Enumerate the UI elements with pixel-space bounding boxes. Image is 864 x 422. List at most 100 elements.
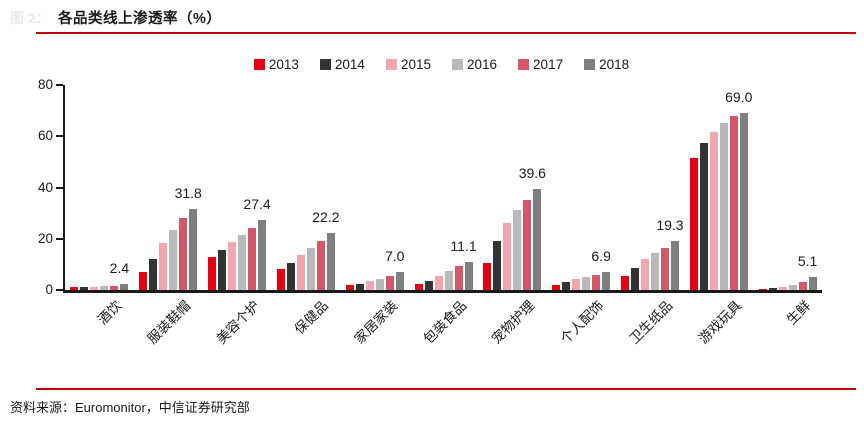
y-axis-tick (56, 84, 63, 86)
legend-swatch-icon (385, 59, 397, 70)
bar-group-1 (70, 283, 129, 290)
bar-2015 (640, 259, 649, 290)
bar-2013 (208, 256, 217, 290)
bar-2018 (464, 261, 473, 290)
bar-2014 (424, 280, 433, 290)
bar-group-2 (139, 208, 198, 290)
bar-2016 (306, 247, 315, 290)
bar-2013 (620, 275, 629, 290)
bar-2018 (258, 219, 267, 290)
bar-2017 (179, 217, 188, 290)
x-axis-label: 游戏玩具 (695, 297, 745, 347)
legend-swatch-icon (319, 59, 331, 70)
data-label: 6.9 (591, 248, 611, 265)
bar-2015 (90, 286, 99, 290)
legend-label: 2018 (599, 57, 630, 72)
bar-group-8 (552, 272, 611, 290)
x-axis-label: 服装鞋帽 (144, 297, 194, 347)
bar-2018 (120, 283, 129, 290)
x-axis-label: 个人配饰 (557, 297, 607, 347)
bar-2016 (375, 278, 384, 290)
bar-2013 (276, 269, 285, 290)
data-label: 39.6 (518, 164, 546, 181)
bar-group-11 (758, 276, 817, 290)
bar-2017 (316, 240, 325, 290)
bar-2015 (296, 255, 305, 290)
bar-2014 (699, 142, 708, 290)
x-axis-label: 美容个护 (213, 297, 263, 347)
data-label: 19.3 (656, 216, 684, 233)
legend-item-2015: 2015 (385, 57, 431, 72)
y-axis-tick-label: 0 (45, 282, 53, 297)
bar-2018 (670, 240, 679, 290)
bar-2015 (778, 286, 787, 290)
bar-2016 (719, 122, 728, 290)
bar-2014 (630, 268, 639, 290)
x-axis-label: 宠物护理 (488, 297, 538, 347)
bar-2015 (365, 281, 374, 290)
data-label: 22.2 (312, 209, 340, 226)
figure-title: 各品类线上渗透率（%） (58, 11, 222, 27)
bar-2017 (660, 247, 669, 290)
bar-2018 (739, 113, 748, 290)
data-label: 2.4 (109, 259, 130, 276)
bar-group-7 (483, 188, 542, 290)
bottom-divider (36, 388, 856, 390)
bar-2016 (582, 277, 591, 290)
top-divider (36, 32, 856, 34)
bar-2014 (355, 283, 364, 290)
bar-2014 (149, 259, 158, 290)
bar-2015 (572, 278, 581, 290)
bar-2013 (483, 263, 492, 290)
bar-2014 (493, 241, 502, 290)
y-axis-tick (56, 135, 63, 138)
figure-number-faded: 图 2： (10, 10, 50, 26)
chart-legend: 2013 2014 2015 2016 2017 2018 (63, 57, 820, 72)
bar-group-3 (208, 219, 267, 290)
data-label: 31.8 (174, 184, 202, 201)
bar-2018 (533, 188, 542, 290)
bar-2015 (503, 223, 512, 290)
bar-2014 (768, 287, 777, 290)
y-axis-tick-label: 40 (37, 179, 53, 195)
bar-2018 (326, 233, 335, 290)
x-axis-label: 酒饮 (95, 297, 125, 328)
bar-2015 (228, 241, 237, 290)
legend-item-2018: 2018 (584, 57, 629, 72)
legend-label: 2013 (268, 57, 299, 72)
legend-swatch-icon (452, 59, 463, 70)
y-axis-tick (56, 237, 63, 240)
legend-label: 2015 (400, 57, 431, 72)
bar-2018 (602, 272, 611, 290)
y-axis-tick-label: 80 (37, 77, 53, 92)
x-axis-label: 卫生纸品 (626, 297, 676, 347)
legend-swatch-icon (518, 59, 530, 70)
bar-2014 (218, 250, 227, 290)
bar-2016 (788, 284, 797, 290)
legend-item-2013: 2013 (253, 57, 299, 72)
bar-2013 (70, 287, 79, 290)
bar-2017 (729, 115, 738, 290)
bar-group-4 (276, 233, 335, 290)
y-axis-tick (56, 289, 63, 291)
bar-2016 (513, 209, 522, 290)
x-axis-label: 保健品 (292, 297, 332, 338)
bar-2014 (80, 287, 89, 290)
legend-item-2016: 2016 (452, 57, 497, 72)
legend-label: 2014 (334, 57, 365, 72)
bar-2013 (414, 284, 423, 290)
data-label: 69.0 (725, 89, 753, 106)
bar-2016 (100, 286, 109, 290)
bar-2014 (562, 281, 571, 290)
legend-label: 2016 (467, 57, 498, 72)
bar-2017 (454, 266, 463, 290)
bar-2016 (169, 229, 178, 290)
bar-2017 (523, 199, 532, 290)
bar-group-5 (345, 272, 404, 290)
bar-group-9 (620, 240, 679, 290)
bar-2015 (709, 132, 718, 290)
bar-2018 (189, 208, 198, 290)
bar-2015 (434, 275, 443, 290)
figure-header: 图 2： 各品类线上渗透率（%） (10, 7, 221, 28)
